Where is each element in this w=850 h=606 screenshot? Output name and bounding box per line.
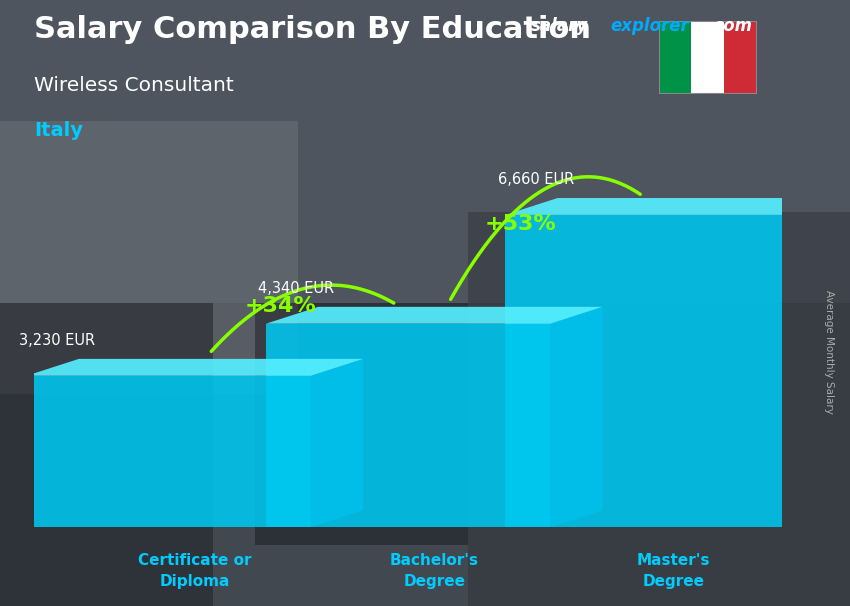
Bar bbox=[0, 0, 850, 303]
Polygon shape bbox=[26, 359, 363, 376]
Text: Bachelor's
Degree: Bachelor's Degree bbox=[389, 553, 479, 590]
Polygon shape bbox=[26, 376, 311, 527]
Text: Master's
Degree: Master's Degree bbox=[637, 553, 711, 590]
Polygon shape bbox=[505, 198, 842, 215]
Text: 6,660 EUR: 6,660 EUR bbox=[498, 171, 574, 187]
Text: Italy: Italy bbox=[34, 121, 83, 140]
Text: Average Monthly Salary: Average Monthly Salary bbox=[824, 290, 834, 413]
Polygon shape bbox=[505, 215, 790, 527]
Polygon shape bbox=[311, 359, 363, 527]
Polygon shape bbox=[790, 198, 842, 527]
Bar bbox=[724, 21, 756, 94]
Bar bbox=[659, 21, 691, 94]
Text: .com: .com bbox=[707, 17, 752, 35]
Text: Salary Comparison By Education: Salary Comparison By Education bbox=[34, 15, 591, 44]
Bar bbox=[255, 303, 468, 545]
Bar bbox=[0, 121, 298, 394]
Text: 3,230 EUR: 3,230 EUR bbox=[19, 333, 95, 348]
Polygon shape bbox=[266, 324, 550, 527]
Bar bbox=[691, 21, 724, 94]
Text: Certificate or
Diploma: Certificate or Diploma bbox=[138, 553, 252, 590]
Text: salary: salary bbox=[531, 17, 588, 35]
Text: 4,340 EUR: 4,340 EUR bbox=[258, 281, 335, 296]
Bar bbox=[468, 212, 850, 606]
Text: +34%: +34% bbox=[245, 296, 317, 316]
Text: +53%: +53% bbox=[484, 215, 556, 235]
Text: Wireless Consultant: Wireless Consultant bbox=[34, 76, 234, 95]
Bar bbox=[0, 303, 212, 606]
Polygon shape bbox=[266, 307, 603, 324]
Text: explorer: explorer bbox=[610, 17, 689, 35]
Polygon shape bbox=[550, 307, 603, 527]
